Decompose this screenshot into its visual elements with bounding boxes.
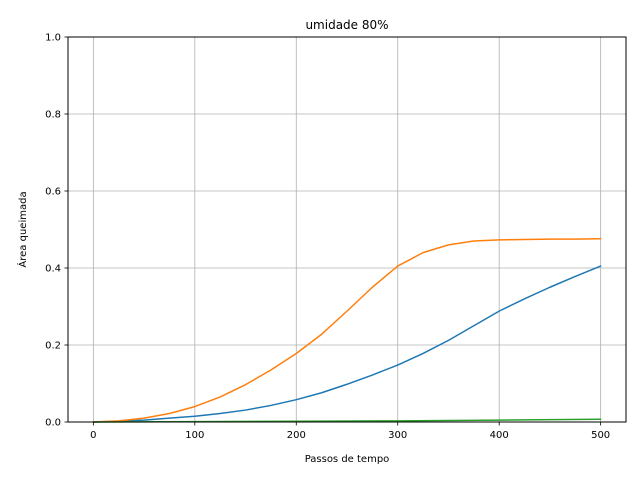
ticks: 0 100 200 300 400 500 0.0 0.2 0.4 0.6 0.8 1.0	[45, 33, 610, 442]
x-tick-label: 200	[287, 430, 306, 441]
x-axis-label: Passos de tempo	[305, 454, 390, 465]
x-tick-label: 400	[490, 430, 509, 441]
x-tick-label: 100	[185, 430, 204, 441]
chart-title: umidade 80%	[305, 18, 388, 32]
x-tick-label: 300	[388, 430, 407, 441]
x-tick-label: 0	[90, 430, 96, 441]
y-tick-label: 1.0	[45, 33, 61, 44]
y-tick-label: 0.6	[45, 187, 61, 198]
y-tick-label: 0.0	[45, 418, 61, 429]
series-line-2	[92, 237, 602, 423]
plot-frame	[67, 36, 627, 423]
y-tick-label: 0.2	[45, 341, 61, 352]
y-axis-label: Área queimada	[16, 191, 29, 267]
x-tick-label: 500	[591, 430, 610, 441]
series-line-1	[92, 265, 602, 423]
y-tick-label: 0.8	[45, 110, 61, 121]
y-tick-label: 0.4	[45, 264, 61, 275]
